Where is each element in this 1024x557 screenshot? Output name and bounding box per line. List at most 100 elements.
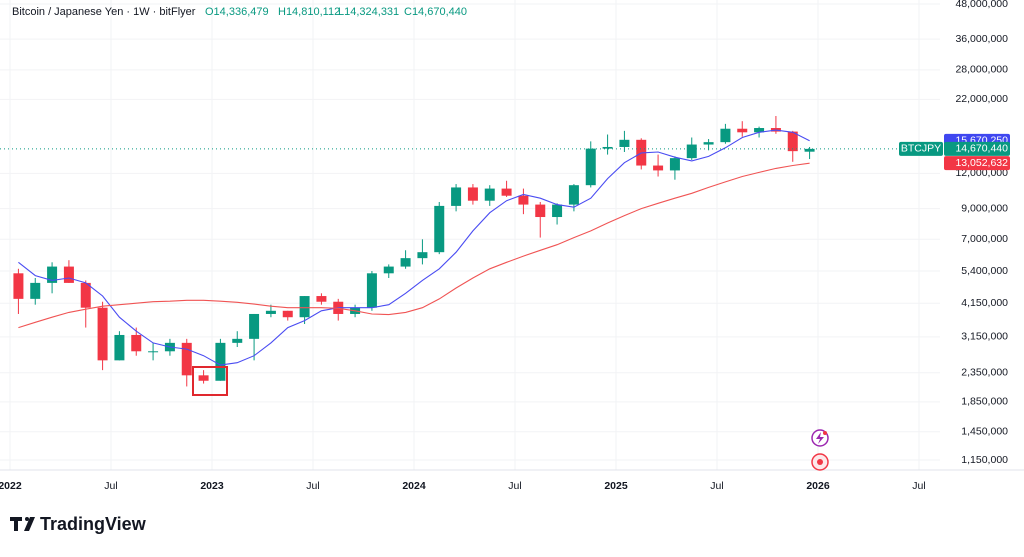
candle bbox=[636, 138, 647, 170]
y-tick-label: 1,450,000 bbox=[961, 425, 1008, 437]
candle-body bbox=[619, 139, 630, 147]
candle bbox=[80, 280, 91, 328]
y-tick-label: 22,000,000 bbox=[955, 93, 1008, 105]
price-tag-bg bbox=[944, 141, 1010, 156]
candle bbox=[804, 146, 815, 160]
moving-average bbox=[18, 129, 810, 366]
candle bbox=[148, 342, 159, 361]
candle-body bbox=[552, 204, 563, 218]
open-value: O14,336,479 bbox=[205, 6, 269, 18]
highlight-box bbox=[192, 366, 228, 396]
candle bbox=[585, 141, 596, 188]
candle bbox=[30, 278, 41, 305]
candle-body bbox=[754, 128, 765, 133]
candle-body bbox=[467, 187, 478, 201]
logo-mark bbox=[10, 517, 35, 531]
candle bbox=[383, 264, 394, 279]
candle bbox=[13, 268, 24, 314]
symbol-tag-bg bbox=[899, 141, 943, 156]
candle bbox=[653, 154, 664, 177]
candle-body bbox=[181, 342, 192, 376]
candle bbox=[484, 185, 495, 206]
candle bbox=[63, 260, 74, 283]
x-tick-label: 2025 bbox=[604, 480, 628, 492]
candle bbox=[198, 370, 209, 384]
candle bbox=[535, 201, 546, 238]
candle bbox=[686, 137, 697, 160]
candle bbox=[215, 338, 226, 381]
candle bbox=[232, 331, 243, 347]
candle bbox=[265, 304, 276, 318]
candle-body bbox=[518, 195, 529, 205]
candle bbox=[669, 156, 680, 180]
header: Bitcoin / Japanese Yen · 1W · bitFlyer O… bbox=[12, 6, 467, 18]
candle bbox=[417, 239, 428, 265]
y-tick-label: 12,000,000 bbox=[955, 167, 1008, 179]
candle-body bbox=[501, 188, 512, 196]
candle-body bbox=[417, 252, 428, 259]
candle bbox=[316, 293, 327, 305]
x-tick-label: 2022 bbox=[0, 480, 22, 492]
candle-body bbox=[535, 204, 546, 218]
candle-body bbox=[30, 282, 41, 299]
candle bbox=[47, 262, 58, 294]
x-tick-label: Jul bbox=[508, 480, 521, 492]
candle-body bbox=[720, 128, 731, 143]
y-tick-label: 5,400,000 bbox=[961, 265, 1008, 277]
candle bbox=[434, 201, 445, 255]
x-tick-label: Jul bbox=[104, 480, 117, 492]
candle-body bbox=[787, 131, 798, 152]
candle-body bbox=[400, 258, 411, 267]
candle-body bbox=[686, 144, 697, 159]
candle bbox=[467, 184, 478, 205]
price-tag: 13,052,632 bbox=[955, 157, 1008, 169]
candle-body bbox=[148, 351, 159, 353]
alert-glyph bbox=[816, 432, 824, 444]
price-tag-bg bbox=[944, 156, 1010, 171]
candle-body bbox=[804, 148, 815, 152]
high-value: H14,810,112 bbox=[278, 6, 340, 18]
candle bbox=[131, 327, 142, 356]
candle-body bbox=[568, 185, 579, 205]
candle bbox=[720, 123, 731, 144]
x-tick-label: Jul bbox=[912, 480, 925, 492]
candle bbox=[114, 331, 125, 361]
side-icons[interactable] bbox=[811, 429, 829, 471]
y-tick-label: 1,150,000 bbox=[961, 454, 1008, 466]
x-tick-label: Jul bbox=[710, 480, 723, 492]
candle-body bbox=[451, 187, 462, 206]
x-tick-label: Jul bbox=[306, 480, 319, 492]
y-tick-label: 7,000,000 bbox=[961, 233, 1008, 245]
candle-body bbox=[585, 148, 596, 186]
x-tick-label: 2026 bbox=[806, 480, 830, 492]
logo[interactable]: TradingView bbox=[10, 514, 147, 534]
y-tick-label: 2,350,000 bbox=[961, 366, 1008, 378]
candle-body bbox=[249, 313, 260, 339]
symbol-title: Bitcoin / Japanese Yen · 1W · bitFlyer bbox=[12, 6, 196, 18]
candle bbox=[97, 301, 108, 371]
candle-body bbox=[366, 273, 377, 308]
candle-body bbox=[484, 188, 495, 201]
candle bbox=[552, 203, 563, 225]
candle-body bbox=[131, 334, 142, 352]
candle-body bbox=[434, 205, 445, 253]
candle-body bbox=[198, 375, 209, 381]
x-tick-label: 2024 bbox=[402, 480, 426, 492]
y-tick-label: 3,150,000 bbox=[961, 331, 1008, 343]
candle-body bbox=[63, 266, 74, 283]
symbol-tag: BTCJPY bbox=[901, 143, 941, 155]
y-tick-label: 36,000,000 bbox=[955, 33, 1008, 45]
candle-body bbox=[383, 266, 394, 274]
candle-body bbox=[97, 307, 108, 361]
candle-body bbox=[232, 338, 243, 343]
candle bbox=[787, 130, 798, 162]
candle bbox=[333, 298, 344, 321]
close-value: C14,670,440 bbox=[404, 6, 467, 18]
low-value: L14,324,331 bbox=[338, 6, 399, 18]
x-tick-label: 2023 bbox=[200, 480, 224, 492]
candle bbox=[249, 313, 260, 361]
y-tick-label: 1,850,000 bbox=[961, 396, 1008, 408]
event-dot bbox=[817, 459, 823, 465]
candle bbox=[737, 121, 748, 137]
